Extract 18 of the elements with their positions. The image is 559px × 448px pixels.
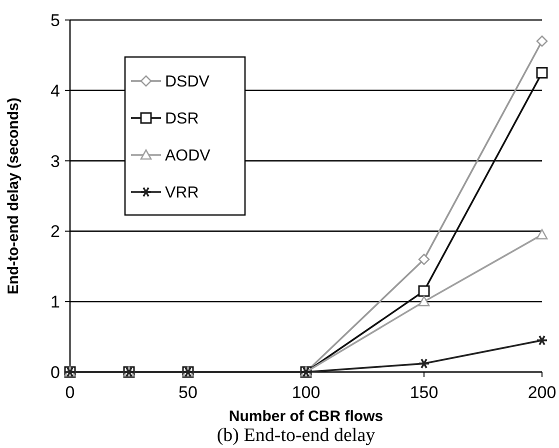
x-tick-label: 50 [178,383,198,402]
y-tick-label: 1 [50,292,60,312]
x-tick-label: 0 [65,383,75,402]
legend-label: DSR [165,110,199,128]
y-tick-label: 3 [50,152,60,171]
x-tick-label: 150 [410,383,438,402]
y-tick-label: 2 [50,222,60,242]
y-tick-label: 4 [50,81,60,100]
x-axis-title: Number of CBR flows [228,408,384,425]
legend-label: DSDV [165,74,210,91]
legend-label: VRR [165,184,199,202]
x-tick-label: 200 [528,383,556,402]
legend-label: AODV [165,148,211,165]
text: (b) End-to-end delay [216,425,376,446]
x-tick-label: 100 [292,383,320,402]
y-tick-label: 0 [50,362,60,382]
y-axis-title: End-to-end delay (seconds) [5,98,22,294]
y-tick-label: 5 [50,10,60,30]
